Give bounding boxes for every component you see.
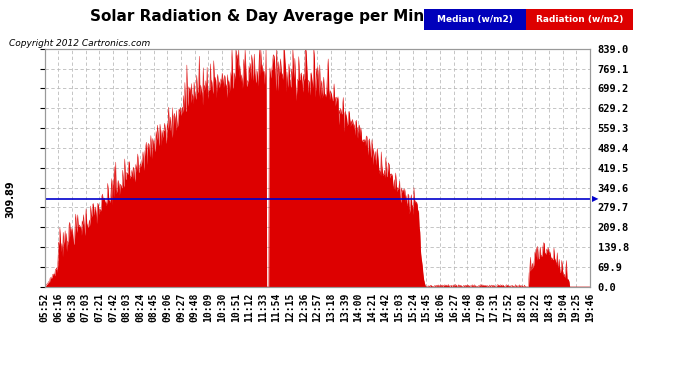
Text: Copyright 2012 Cartronics.com: Copyright 2012 Cartronics.com bbox=[9, 39, 150, 48]
Text: Radiation (w/m2): Radiation (w/m2) bbox=[536, 15, 624, 24]
Text: ▶: ▶ bbox=[592, 194, 598, 203]
Text: Median (w/m2): Median (w/m2) bbox=[437, 15, 513, 24]
Text: Solar Radiation & Day Average per Minute  Sat Aug 4 20:07: Solar Radiation & Day Average per Minute… bbox=[90, 9, 600, 24]
Text: 309.89: 309.89 bbox=[6, 180, 15, 218]
